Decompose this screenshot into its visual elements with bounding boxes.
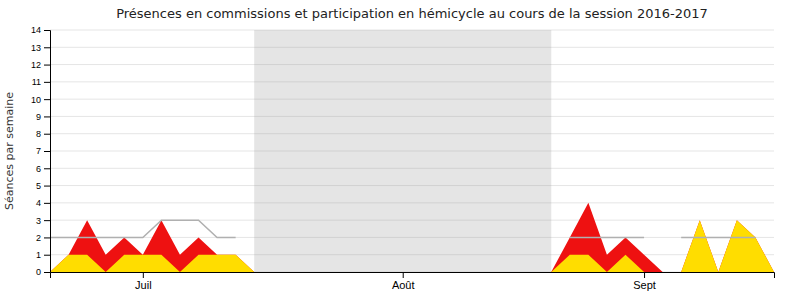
y-tick-mark	[44, 99, 50, 100]
x-tick-label: Juil	[135, 279, 152, 291]
y-tick: 4	[36, 198, 50, 208]
y-tick-label: 7	[36, 146, 41, 156]
x-tick: Août	[392, 272, 415, 291]
y-tick: 6	[36, 164, 50, 174]
y-tick-mark	[44, 134, 50, 135]
y-tick: 1	[36, 250, 50, 260]
y-tick-mark	[44, 168, 50, 169]
y-tick: 9	[36, 112, 50, 122]
y-tick: 2	[36, 233, 50, 243]
y-tick-mark	[44, 47, 50, 48]
y-tick-mark	[44, 255, 50, 256]
y-tick-label: 0	[36, 267, 41, 277]
area	[50, 220, 774, 272]
y-tick-label: 10	[31, 95, 41, 105]
shaded-span	[254, 30, 551, 272]
y-tick: 8	[36, 129, 50, 139]
y-tick: 7	[36, 146, 50, 156]
x-tick: Sept	[633, 272, 656, 291]
y-tick-label: 4	[36, 198, 41, 208]
y-tick-mark	[44, 272, 50, 273]
x-tick-label: Août	[392, 279, 415, 291]
y-tick: 5	[36, 181, 50, 191]
y-tick-mark	[44, 65, 50, 66]
y-axis-line	[44, 31, 51, 273]
y-tick: 11	[32, 77, 50, 87]
x-axis-line	[51, 273, 775, 279]
y-tick: 14	[31, 25, 50, 35]
y-tick-mark	[44, 151, 50, 152]
x-tick-mark	[644, 272, 645, 278]
y-tick-mark	[44, 237, 50, 238]
y-tick-label: 14	[31, 25, 41, 35]
y-tick-label: 12	[31, 60, 41, 70]
y-axis: 01234567891011121314	[31, 25, 51, 277]
y-tick-mark	[44, 30, 50, 31]
y-tick: 10	[31, 95, 50, 105]
y-tick: 0	[36, 267, 50, 277]
title: Présences en commissions et participatio…	[116, 6, 708, 21]
marks	[50, 30, 774, 272]
y-tick-mark	[44, 203, 50, 204]
y-axis-title: Séances par semaine	[3, 92, 16, 210]
y-tick-mark	[44, 82, 50, 83]
y-tick: 3	[36, 216, 50, 226]
y-tick: 12	[31, 60, 50, 70]
y-tick-label: 6	[36, 164, 41, 174]
grid	[50, 30, 774, 272]
x-axis: Juil Août Sept	[51, 272, 775, 291]
y-tick-mark	[44, 220, 50, 221]
plot-area: JuilAoûtSept01234567891011121314	[31, 25, 775, 290]
x-tick-mark	[403, 272, 404, 278]
x-tick: Juil	[135, 272, 152, 291]
x-tick-mark	[143, 272, 144, 278]
y-tick-mark	[44, 116, 50, 117]
y-tick: 13	[31, 43, 50, 53]
y-tick-label: 1	[36, 250, 41, 260]
chart: JuilAoûtSept01234567891011121314Séances …	[0, 0, 790, 300]
y-tick-label: 9	[36, 112, 41, 122]
y-tick-label: 2	[36, 233, 41, 243]
area	[50, 203, 774, 272]
y-tick-mark	[44, 186, 50, 187]
x-tick-label: Sept	[633, 279, 656, 291]
y-tick-label: 8	[36, 129, 41, 139]
y-tick-label: 11	[32, 77, 41, 87]
y-tick-label: 5	[36, 181, 41, 191]
line	[50, 220, 755, 237]
y-tick-label: 3	[36, 216, 41, 226]
y-tick-label: 13	[31, 43, 41, 53]
